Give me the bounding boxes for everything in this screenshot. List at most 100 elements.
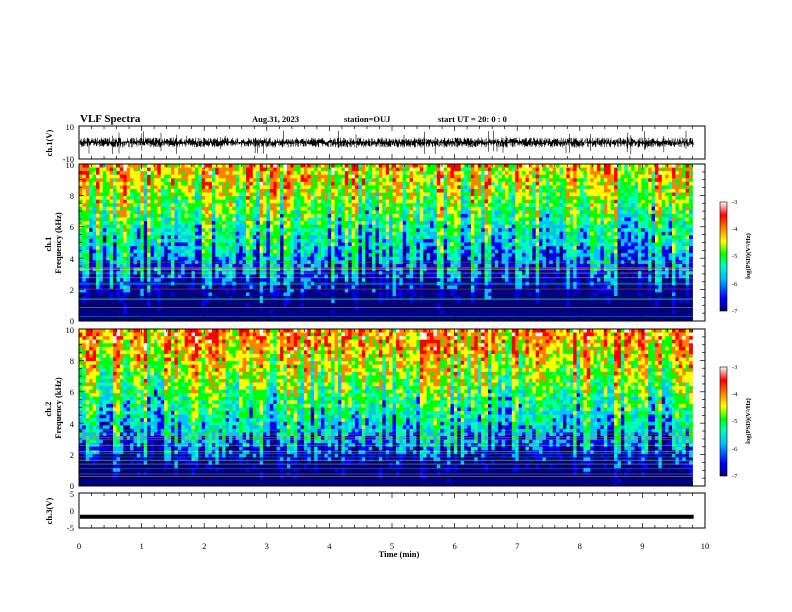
spectrogram-cell [143, 292, 148, 297]
spectrogram-cell [89, 206, 94, 211]
spectrogram-cell [334, 238, 339, 243]
spectrogram-cell [102, 310, 107, 315]
spectrogram-cell [460, 288, 465, 293]
spectrogram-cell [113, 210, 117, 215]
spectrogram-cell [385, 296, 390, 300]
spectrogram-cell [113, 235, 117, 240]
spectrogram-cell [266, 181, 271, 186]
spectrogram-cell [372, 310, 376, 315]
spectrogram-cell [89, 242, 94, 247]
spectrogram-cell [453, 299, 458, 304]
spectrogram-cell [208, 317, 213, 322]
spectrogram-cell [171, 299, 175, 304]
spectrogram-cell [365, 192, 370, 197]
spectrogram-cell [102, 228, 107, 233]
spectrogram-cell [310, 249, 315, 254]
spectrogram-cell [460, 196, 465, 201]
spectrogram-cell [85, 303, 90, 308]
spectrogram-cell [368, 253, 373, 258]
spectrogram-cell [375, 178, 380, 183]
spectrogram-cell [419, 228, 424, 233]
spectrogram-cell [406, 188, 410, 193]
spectrogram-cell [215, 164, 220, 168]
spectrogram-cell [338, 210, 342, 215]
spectrogram-cell [293, 228, 298, 233]
spectrogram-cell [177, 285, 182, 290]
spectrogram-cell [320, 253, 325, 258]
spectrogram-cell [419, 185, 424, 190]
spectrogram-cell [300, 246, 305, 251]
spectrogram-cell [177, 303, 182, 308]
spectrogram-cell [457, 224, 462, 229]
spectrogram-cell [164, 274, 169, 279]
spectrogram-cell [457, 242, 462, 247]
spectrogram-cell [133, 274, 138, 279]
spectrogram-cell [109, 221, 114, 226]
spectrogram-cell [307, 303, 312, 308]
spectrogram-cell [143, 278, 148, 283]
spectrogram-cell [361, 249, 366, 254]
spectrogram-cell [413, 171, 417, 176]
spectrogram-cell [392, 192, 397, 197]
spectrogram-cell [92, 178, 97, 183]
spectrogram-cell [208, 292, 213, 297]
spectrogram-cell [188, 178, 192, 183]
spectrogram-cell [338, 228, 342, 233]
spectrogram-cell [246, 299, 250, 304]
spectrogram-cell [300, 306, 305, 311]
spectrogram-cell [157, 242, 162, 247]
spectrogram-cell [273, 278, 278, 283]
spectrogram-cell [126, 238, 131, 243]
spectrogram-cell [436, 221, 441, 226]
spectrogram-cell [228, 278, 233, 283]
spectrogram-cell [157, 231, 162, 236]
spectrogram-cell [228, 231, 233, 236]
spectrogram-cell [341, 288, 346, 293]
spectrogram-cell [276, 253, 281, 258]
spectrogram-cell [430, 288, 434, 293]
spectrogram-cell [157, 238, 162, 243]
spectrogram-cell [130, 242, 134, 247]
spectrogram-cell [433, 167, 438, 172]
spectrogram-cell [395, 292, 400, 297]
spectrogram-cell [423, 210, 428, 215]
spectrogram-cell [116, 164, 121, 168]
spectrogram-cell [402, 313, 407, 318]
spectrogram-cell [249, 278, 254, 283]
spectrogram-cell [290, 203, 295, 208]
spectrogram-cell [198, 231, 203, 236]
spectrogram-cell [109, 278, 114, 283]
spectrogram-cell [160, 303, 165, 308]
spectrogram-cell [310, 231, 315, 236]
spectrogram-cell [344, 171, 349, 176]
spectrogram-cell [293, 199, 298, 204]
spectrogram-cell [358, 235, 363, 240]
spectrogram-cell [450, 288, 455, 293]
spectrogram-cell [198, 174, 203, 179]
spectrogram-cell [453, 306, 458, 311]
spectrogram-cell [263, 181, 267, 186]
spectrogram-cell [235, 196, 240, 201]
spectrogram-cell [269, 185, 274, 190]
spectrogram-cell [269, 285, 274, 290]
spectrogram-cell [208, 256, 213, 261]
spectrogram-cell [334, 188, 339, 193]
spectrogram-cell [303, 285, 308, 290]
spectrogram-cell [399, 235, 404, 240]
spectrogram-cell [194, 199, 199, 204]
spectrogram-cell [378, 228, 383, 233]
spectrogram-cell [106, 164, 111, 168]
spectrogram-cell [426, 192, 431, 197]
spectrogram-cell [215, 249, 220, 254]
spectrogram-cell [358, 185, 363, 190]
spectrogram-cell [99, 317, 104, 322]
spectrogram-cell [153, 285, 158, 290]
spectrogram-cell [181, 185, 186, 190]
spectrogram-cell [157, 310, 162, 315]
spectrogram-cell [413, 224, 417, 229]
spectrogram-cell [426, 303, 431, 308]
spectrogram-cell [389, 210, 393, 215]
spectrogram-cell [273, 288, 278, 293]
spectrogram-cell [280, 164, 284, 168]
spectrogram-cell [436, 238, 441, 243]
